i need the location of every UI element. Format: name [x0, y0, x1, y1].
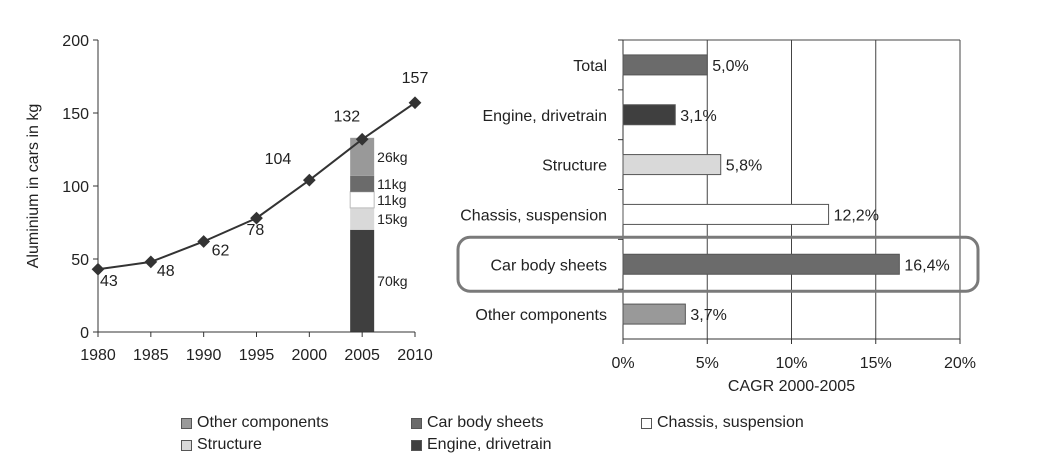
left-x-tick-label: 2005: [344, 347, 380, 364]
bar-chassis-suspension: [622, 203, 830, 225]
line-point: [302, 173, 316, 187]
stacked-bar-segment-car-body-sheets: [350, 175, 375, 192]
line-data-label: 78: [247, 222, 265, 239]
right-x-axis-label: CAGR 2000-2005: [728, 378, 855, 395]
right-x-tick-label: 15%: [860, 355, 892, 372]
bar-label-engine-drivetrain: 3,1%: [680, 108, 716, 125]
left-y-tick-label: 200: [62, 33, 89, 50]
stacked-bar-label-other-components: 26kg: [377, 149, 407, 165]
bar-structure: [622, 154, 722, 176]
category-label-other-components: Other components: [475, 307, 607, 324]
legend-swatch-car-body-sheets: [411, 417, 422, 429]
legend-label-structure: Structure: [197, 436, 262, 453]
stacked-bar-segment-structure: [350, 207, 375, 230]
stacked-bar-segment-engine-drivetrain: [350, 229, 375, 332]
line-data-label: 157: [402, 70, 429, 87]
line-data-label: 104: [265, 151, 292, 168]
legend-item-structure: Structure: [181, 436, 411, 454]
legend-swatch-other-components: [181, 417, 192, 429]
line-point: [355, 132, 369, 146]
legend-swatch-structure: [181, 439, 192, 451]
line-data-label: 62: [212, 242, 230, 259]
legend-row-2: Structure Engine, drivetrain: [181, 434, 941, 456]
left-y-tick-label: 50: [71, 252, 89, 269]
stacked-bar-label-chassis-suspension: 11kg: [377, 192, 406, 208]
line-point: [144, 255, 158, 269]
bar-total: [622, 54, 708, 76]
left-y-axis-label: Aluminium in cars in kg: [25, 104, 42, 269]
stacked-bar-label-structure: 15kg: [377, 211, 407, 227]
bar-engine-drivetrain: [622, 104, 676, 126]
left-x-tick-label: 1990: [186, 347, 222, 364]
category-label-structure: Structure: [542, 158, 607, 175]
stacked-bar-label-car-body-sheets: 11kg: [377, 176, 406, 192]
legend-label-chassis-suspension: Chassis, suspension: [657, 414, 804, 431]
bar-label-car-body-sheets: 16,4%: [904, 257, 949, 274]
legend-item-other-components: Other components: [181, 414, 411, 432]
left-y-tick-label: 0: [80, 325, 89, 342]
legend-item-chassis-suspension: Chassis, suspension: [641, 414, 871, 432]
highlight-box: [456, 235, 980, 293]
legend-swatch-engine-drivetrain: [411, 439, 422, 451]
line-data-label: 132: [333, 108, 360, 125]
category-label-car-body-sheets: Car body sheets: [490, 257, 607, 274]
left-y-tick-label: 150: [62, 106, 89, 123]
stacked-bar-label-engine-drivetrain: 70kg: [377, 273, 407, 289]
left-x-tick-label: 1980: [80, 347, 116, 364]
left-y-tick-label: 100: [62, 179, 89, 196]
stacked-bar-segment-chassis-suspension: [349, 191, 375, 209]
bar-label-structure: 5,8%: [726, 158, 762, 175]
right-x-tick-label: 10%: [775, 355, 807, 372]
legend-label-engine-drivetrain: Engine, drivetrain: [427, 436, 552, 453]
line-point: [250, 211, 263, 225]
line-point: [197, 235, 211, 248]
left-x-tick-label: 2000: [292, 347, 328, 364]
bar-label-chassis-suspension: 12,2%: [834, 207, 879, 224]
right-x-tick-label: 5%: [696, 355, 719, 372]
legend-label-other-components: Other components: [197, 414, 329, 431]
bar-label-total: 5,0%: [712, 58, 748, 75]
legend-item-car-body-sheets: Car body sheets: [411, 414, 641, 432]
bar-other-components: [622, 303, 686, 325]
legend-row-1: Other components Car body sheets Chassis…: [181, 412, 941, 434]
category-label-engine-drivetrain: Engine, drivetrain: [482, 108, 607, 125]
bar-label-other-components: 3,7%: [690, 307, 726, 324]
legend-label-car-body-sheets: Car body sheets: [427, 414, 544, 431]
left-x-tick-label: 1995: [239, 347, 275, 364]
line-point: [408, 96, 422, 110]
line-point: [91, 262, 105, 276]
left-x-tick-label: 2010: [397, 347, 433, 364]
right-x-tick-label: 0%: [611, 355, 634, 372]
category-label-total: Total: [573, 58, 607, 75]
line-data-label: 48: [157, 263, 175, 280]
category-label-chassis-suspension: Chassis, suspension: [460, 207, 607, 224]
line-data-label: 43: [100, 273, 118, 290]
legend-swatch-chassis-suspension: [641, 417, 652, 429]
left-x-tick-label: 1985: [133, 347, 169, 364]
legend: Other components Car body sheets Chassis…: [181, 412, 941, 456]
legend-item-engine-drivetrain: Engine, drivetrain: [411, 436, 641, 454]
right-x-tick-label: 20%: [944, 355, 976, 372]
bar-car-body-sheets: [622, 253, 900, 275]
